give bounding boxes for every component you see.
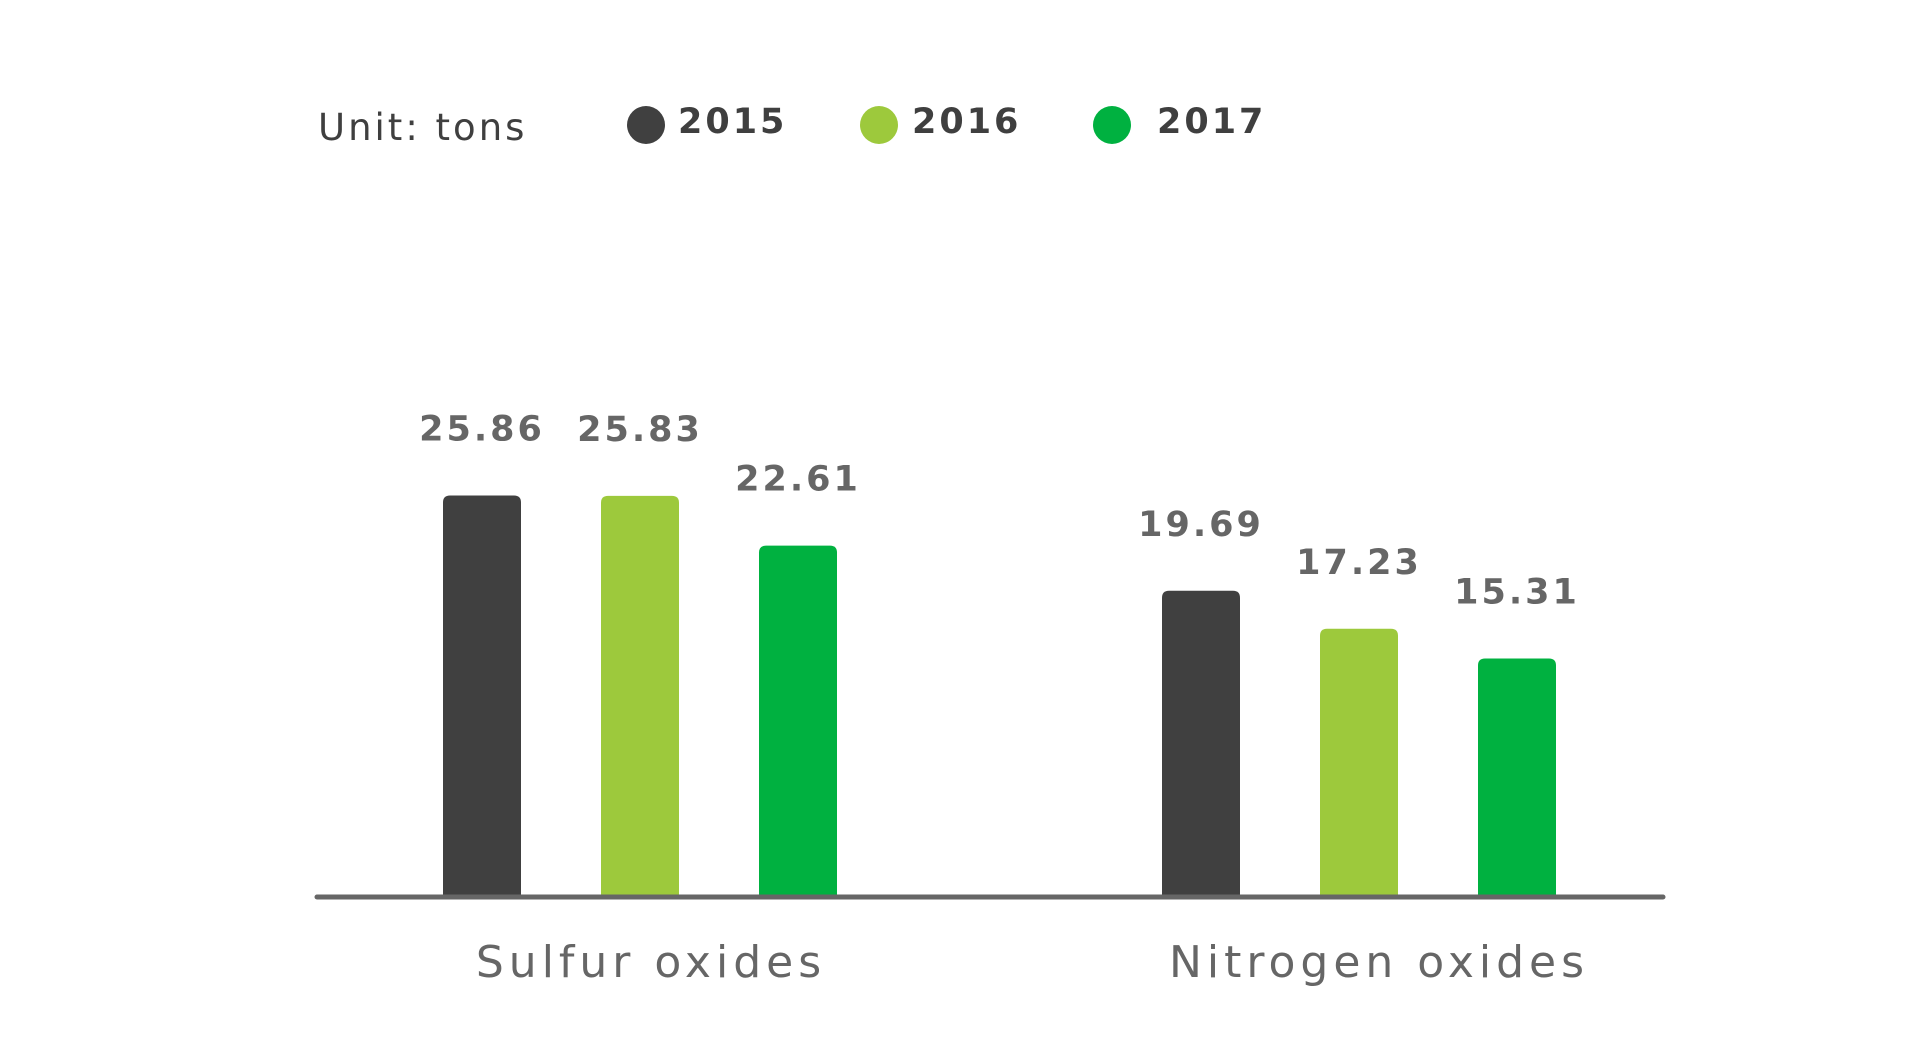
- bar-2016-1: [1320, 628, 1398, 895]
- legend-swatch-2016: [860, 106, 898, 144]
- value-label-2016-1: 17.23: [1296, 543, 1422, 583]
- legend-swatch-2017: [1093, 106, 1131, 144]
- legend-label-2015: 2015: [678, 102, 787, 142]
- legend-swatch-2015: [627, 106, 665, 144]
- value-label-2017-0: 22.61: [735, 460, 861, 500]
- value-label-2016-0: 25.83: [577, 410, 703, 450]
- category-label-0: Sulfur oxides: [476, 937, 826, 988]
- value-label-2015-1: 19.69: [1138, 505, 1264, 545]
- bar-2016-0: [601, 495, 679, 895]
- legend-label-2016: 2016: [912, 102, 1021, 142]
- bar-2015-0: [443, 495, 521, 895]
- value-label-2015-0: 25.86: [419, 409, 545, 449]
- bar-2015-1: [1162, 590, 1240, 895]
- legend: 2015 2016 2017: [627, 102, 1266, 144]
- value-labels-group: 25.86 25.83 22.61 19.69 17.23 15.31: [419, 409, 1580, 612]
- unit-label: Unit: tons: [318, 106, 527, 149]
- bar-2017-0: [759, 545, 837, 895]
- category-labels-group: Sulfur oxides Nitrogen oxides: [476, 937, 1589, 988]
- category-label-1: Nitrogen oxides: [1169, 937, 1589, 988]
- legend-label-2017: 2017: [1157, 102, 1266, 142]
- bar-2017-1: [1478, 658, 1556, 895]
- bars-group: [443, 495, 1556, 895]
- value-label-2017-1: 15.31: [1454, 572, 1580, 612]
